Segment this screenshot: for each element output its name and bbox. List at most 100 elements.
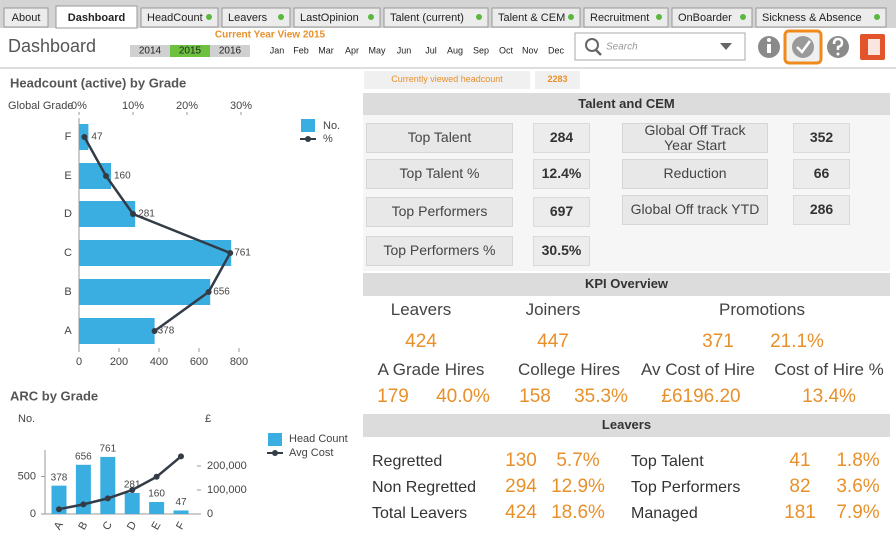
y-tick-label: C xyxy=(64,247,72,259)
search-box[interactable] xyxy=(574,32,746,61)
tab[interactable] xyxy=(671,7,753,28)
leaver-label: Top Performers xyxy=(631,479,741,497)
kpi-value: 13.4% xyxy=(802,385,856,407)
axis-label: £ xyxy=(205,413,211,425)
headcount-label: Currently viewed headcount xyxy=(364,71,530,89)
month-button[interactable]: Dec xyxy=(548,45,565,55)
bar xyxy=(51,485,67,514)
year-button[interactable] xyxy=(130,45,170,57)
kpi-label: College Hires xyxy=(517,359,621,379)
tab[interactable] xyxy=(3,7,49,28)
month-button[interactable]: Sep xyxy=(473,45,489,55)
kpi-value: 179 xyxy=(377,385,409,407)
data-label: 378 xyxy=(51,472,68,483)
metric-value: 697 xyxy=(533,197,590,227)
x-tick-label: C xyxy=(101,519,115,532)
x2-tick-label: 30% xyxy=(230,100,252,112)
x-tick-label: 200 xyxy=(110,356,128,368)
y-tick-label: B xyxy=(64,286,71,298)
month-button[interactable]: Nov xyxy=(522,45,539,55)
month-button[interactable]: Jan xyxy=(270,45,285,55)
data-label: 160 xyxy=(114,171,131,182)
data-label: 761 xyxy=(99,444,116,455)
month-button[interactable]: Oct xyxy=(499,45,514,55)
bar xyxy=(124,492,140,514)
tab-label: OnBoarder xyxy=(678,12,732,24)
data-label: 656 xyxy=(75,451,92,462)
kpi-label: Promotions xyxy=(719,299,805,319)
line-point xyxy=(153,473,160,480)
metric-label: Top Performers xyxy=(366,197,513,227)
tab-label: Dashboard xyxy=(68,12,125,24)
x2-tick-label: 20% xyxy=(176,100,198,112)
search-dropdown[interactable] xyxy=(720,43,732,50)
tab[interactable] xyxy=(583,7,669,28)
leaver-value: 82 xyxy=(789,475,811,497)
kpi-label: Joiners xyxy=(525,299,581,319)
metric-value: 284 xyxy=(533,123,590,153)
y2-tick-label: 200,000 xyxy=(207,460,247,472)
month-button[interactable]: Jun xyxy=(397,45,412,55)
x-tick-label: F xyxy=(174,520,188,532)
tab[interactable] xyxy=(491,7,581,28)
month-button[interactable]: May xyxy=(368,45,386,55)
tab[interactable] xyxy=(221,7,291,28)
tab[interactable] xyxy=(140,7,219,28)
legend-swatch xyxy=(268,433,282,446)
tab[interactable] xyxy=(383,7,489,28)
legend-label: % xyxy=(323,133,333,145)
tab-label: LastOpinion xyxy=(300,12,359,24)
month-button[interactable]: Jul xyxy=(425,45,437,55)
tab[interactable] xyxy=(755,7,887,28)
x2-tick-label: 10% xyxy=(122,100,144,112)
section-header: Talent and CEM xyxy=(363,93,890,115)
export-ppt-glyph xyxy=(868,39,880,55)
metric-value: 352 xyxy=(793,123,850,153)
leaver-label: Managed xyxy=(631,505,698,523)
axis-label: Global Grade xyxy=(8,100,73,112)
bar xyxy=(75,464,91,514)
chart-title: ARC by Grade xyxy=(10,388,98,403)
headcount-value: 2283 xyxy=(535,71,580,89)
month-button[interactable]: Feb xyxy=(293,45,309,55)
year-button[interactable] xyxy=(170,45,210,57)
leaver-value: 181 xyxy=(784,501,816,523)
x-tick-label: 800 xyxy=(230,356,248,368)
metric-label: Global Off Track Year Start xyxy=(622,122,768,153)
tab-label: Sickness & Absence xyxy=(762,12,862,24)
y-tick-label: 0 xyxy=(30,508,36,520)
data-label: 761 xyxy=(234,248,251,259)
tab-status-dot xyxy=(206,14,212,20)
help-glyph xyxy=(836,52,840,56)
x-tick-label: B xyxy=(76,520,90,532)
line-point xyxy=(227,250,234,256)
leaver-percent: 3.6% xyxy=(836,475,880,497)
metric-value: 30.5% xyxy=(533,236,590,266)
tab[interactable] xyxy=(293,7,381,28)
year-view: Current Year View 2015 xyxy=(215,30,326,41)
kpi-label: A Grade Hires xyxy=(377,359,485,379)
leaver-value: 424 xyxy=(505,501,537,523)
kpi-label: Av Cost of Hire xyxy=(640,359,755,379)
leaver-value: 294 xyxy=(505,475,537,497)
x-tick-label: 400 xyxy=(150,356,168,368)
kpi-value: 371 xyxy=(702,330,734,352)
metric-label: Global Off track YTD xyxy=(622,195,768,225)
kpi-value: 424 xyxy=(405,330,437,352)
axis-label: No. xyxy=(18,413,35,425)
metric-value: 66 xyxy=(793,159,850,189)
month-button[interactable]: Mar xyxy=(318,45,334,55)
month-button[interactable]: Aug xyxy=(447,45,463,55)
month-button[interactable]: Apr xyxy=(345,45,359,55)
year-button[interactable] xyxy=(210,45,250,57)
line-point xyxy=(151,328,158,334)
tab[interactable] xyxy=(55,5,138,29)
kpi-label: Cost of Hire % xyxy=(774,359,884,379)
metric-label: Top Talent % xyxy=(366,159,513,189)
legend-label: Head Count xyxy=(289,433,348,445)
line-point xyxy=(80,501,87,508)
line-point xyxy=(205,289,212,295)
tab-label: Talent (current) xyxy=(390,12,464,24)
bar xyxy=(100,456,116,514)
